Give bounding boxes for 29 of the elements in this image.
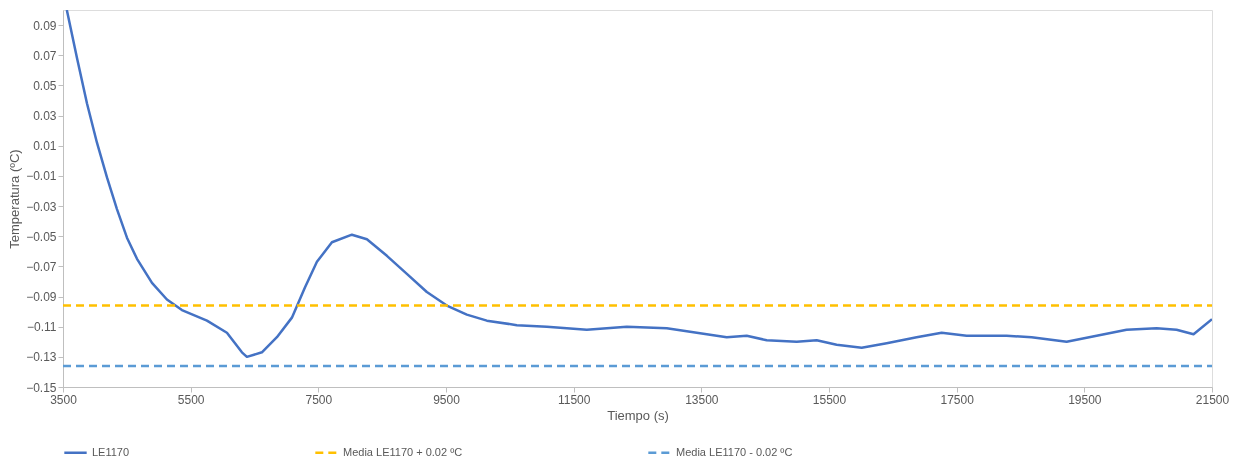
legend-label: Media LE1170 - 0.02 ºC: [676, 445, 793, 458]
x-tick-label: 17500: [940, 392, 975, 407]
x-tick-label: 13500: [685, 392, 719, 407]
y-tick-label: −0.05: [26, 229, 57, 244]
x-tick-label: 5500: [177, 392, 205, 407]
y-tick-label: 0.03: [33, 109, 57, 124]
x-tick-label: 11500: [557, 392, 591, 407]
line-series: [65, 10, 1212, 359]
y-tick-label: 0.09: [33, 18, 57, 33]
y-tick-label: −0.11: [27, 320, 57, 335]
x-tick-label: 19500: [1068, 392, 1102, 407]
y-tick-label: −0.15: [26, 380, 57, 395]
x-tick-label: 3500: [50, 392, 78, 407]
y-axis-title: Temperatura (ºC): [7, 149, 23, 249]
y-tick-label: −0.13: [26, 350, 57, 365]
y-tick-label: −0.01: [26, 169, 57, 184]
x-tick-label: 7500: [305, 392, 333, 407]
legend-label: Media LE1170 + 0.02 ºC: [343, 445, 463, 458]
y-tick-label: 0.01: [33, 139, 57, 154]
y-tick-label: −0.03: [26, 199, 57, 214]
x-tick-label: 15500: [812, 392, 847, 407]
x-tick-label: 9500: [433, 392, 461, 407]
y-tick-label: 0.05: [33, 78, 57, 93]
legend-label: LE1170: [92, 445, 130, 458]
y-tick-label: −0.09: [26, 290, 57, 305]
y-tick-label: −0.07: [26, 259, 57, 274]
x-tick-label: 21500: [1195, 392, 1230, 407]
y-tick-label: 0.07: [33, 48, 57, 63]
x-axis-title: Tiempo (s): [607, 407, 669, 423]
